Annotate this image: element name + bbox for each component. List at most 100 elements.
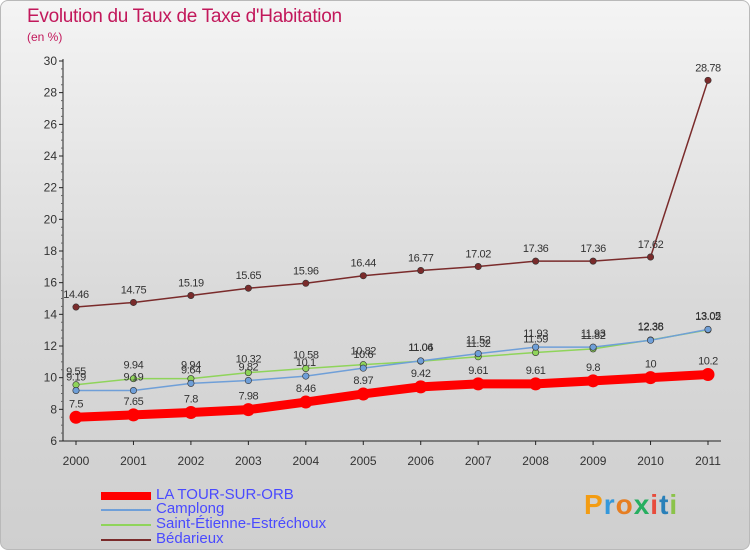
data-label: 10.82 [351, 346, 377, 358]
data-point [586, 374, 600, 388]
data-label: 10.32 [236, 354, 262, 366]
data-point [471, 377, 485, 391]
data-point [647, 336, 655, 344]
data-point [129, 298, 137, 306]
data-point [532, 343, 540, 351]
data-label: 11.93 [581, 328, 606, 340]
data-label: 9.94 [124, 360, 144, 372]
x-tick-label: 2007 [465, 454, 492, 468]
data-label: 12.36 [638, 321, 664, 333]
data-label: 17.36 [580, 243, 606, 255]
data-point [356, 387, 370, 401]
data-label: 17.36 [523, 243, 549, 255]
x-tick-label: 2010 [637, 454, 664, 468]
data-point [129, 386, 137, 394]
data-point [244, 377, 252, 385]
data-point [359, 272, 367, 280]
legend-label: Saint-Étienne-Estréchoux [156, 515, 327, 532]
data-label: 17.02 [465, 249, 491, 261]
data-point [69, 410, 83, 424]
data-label: 11.59 [523, 333, 548, 345]
legend-label: Camplong [156, 500, 225, 517]
data-point [184, 406, 198, 419]
legend-label: LA TOUR-SUR-ORB [156, 486, 294, 503]
y-tick-label: 30 [44, 54, 58, 68]
data-label: 17.62 [638, 239, 664, 251]
y-tick-label: 6 [50, 434, 57, 448]
data-label: 9.42 [411, 368, 431, 380]
data-point [302, 279, 310, 287]
legend-swatch [101, 539, 151, 541]
data-point [241, 403, 255, 417]
data-label: 9.61 [526, 365, 546, 377]
data-point [532, 257, 540, 265]
x-tick-label: 2002 [178, 454, 205, 468]
data-label: 13.05 [695, 310, 721, 322]
data-label: 13.02 [695, 311, 721, 323]
series-line-3 [75, 79, 709, 308]
data-point [187, 379, 195, 387]
data-point [474, 350, 482, 358]
data-point [126, 408, 140, 422]
y-tick-label: 14 [44, 307, 58, 321]
series-line-2 [75, 329, 709, 386]
data-label: 16.77 [408, 252, 434, 264]
data-label: 14.46 [63, 289, 89, 301]
x-tick-label: 2001 [120, 454, 147, 468]
data-label: 9.19 [66, 371, 86, 383]
data-point [644, 371, 658, 385]
x-tick-label: 2006 [407, 454, 434, 468]
data-label: 11.82 [581, 330, 606, 342]
data-point [72, 386, 80, 394]
data-point [359, 364, 367, 372]
data-point [129, 375, 137, 383]
series-line-0 [71, 370, 713, 422]
data-point [302, 364, 310, 372]
data-point [414, 380, 428, 394]
data-point [647, 253, 655, 261]
data-label: 10.6 [353, 349, 373, 361]
data-label: 8.46 [296, 383, 316, 395]
data-label: 9.61 [468, 365, 488, 377]
data-point [417, 266, 425, 274]
data-label: 10.58 [293, 349, 319, 361]
data-label: 10.1 [296, 357, 316, 369]
data-point [187, 291, 195, 299]
data-label: 7.5 [69, 398, 83, 410]
data-point [589, 343, 597, 351]
proxiti-logo: Proxiti [584, 489, 679, 520]
data-label: 7.8 [184, 394, 198, 406]
data-point [704, 325, 712, 333]
data-label: 9.19 [124, 371, 144, 383]
y-tick-label: 28 [44, 86, 58, 100]
chart-unit-label: (en %) [27, 30, 63, 44]
chart-title: Evolution du Taux de Taxe d'Habitation [27, 6, 342, 27]
data-point [704, 76, 712, 84]
data-label: 11.06 [408, 342, 433, 354]
y-tick-label: 12 [44, 339, 58, 353]
data-point [244, 284, 252, 292]
data-point [417, 357, 425, 365]
data-label: 9.8 [586, 362, 600, 374]
data-point [244, 369, 252, 377]
data-point [72, 303, 80, 311]
data-label: 15.65 [236, 270, 262, 282]
y-tick-label: 8 [50, 402, 57, 416]
data-point [529, 377, 543, 391]
data-label: 11.32 [466, 338, 491, 350]
data-label: 14.75 [121, 284, 147, 296]
x-tick-label: 2009 [580, 454, 607, 468]
y-tick-label: 18 [44, 244, 58, 258]
data-point [299, 395, 313, 409]
series-line-1 [75, 328, 709, 392]
data-label: 11.04 [408, 342, 433, 354]
x-tick-label: 2008 [522, 454, 549, 468]
data-label: 9.94 [181, 360, 201, 372]
data-label: 11.93 [523, 328, 548, 340]
y-tick-label: 10 [44, 371, 58, 385]
legend-swatch [101, 509, 151, 511]
x-tick-label: 2011 [695, 454, 721, 468]
data-point [701, 368, 715, 381]
